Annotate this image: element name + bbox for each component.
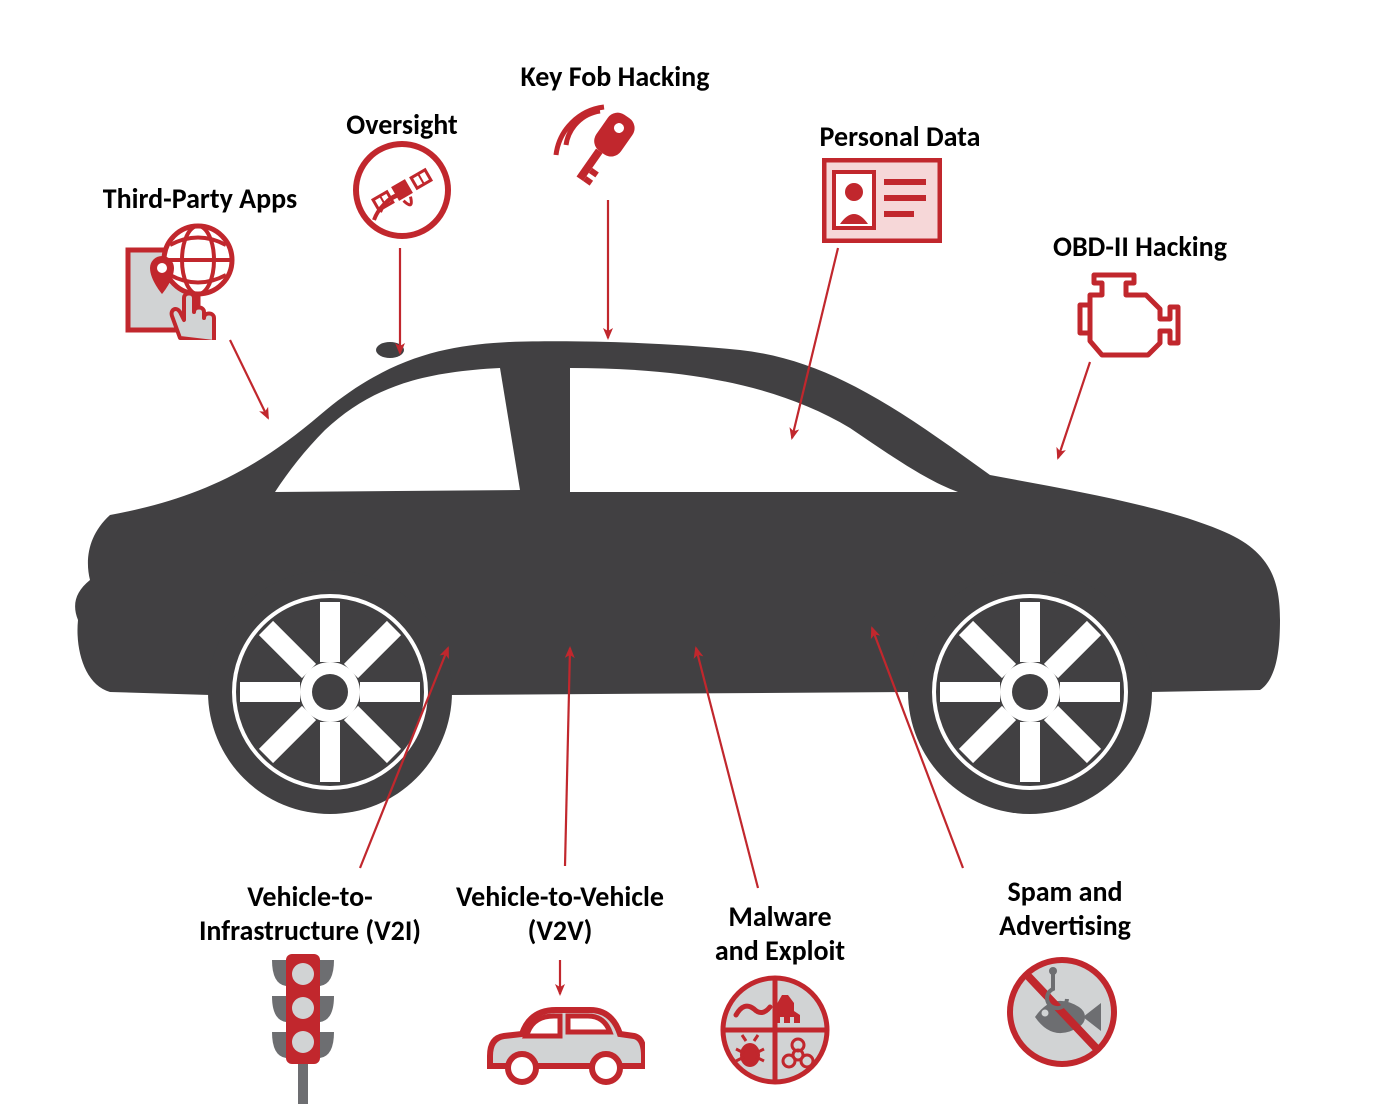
- small-car-icon: [480, 996, 645, 1086]
- label-v2v: Vehicle-to-Vehicle (V2V): [430, 880, 690, 947]
- label-personal-data: Personal Data: [790, 120, 1010, 154]
- satellite-icon: [352, 140, 452, 240]
- diagram-canvas: Third-Party Apps Oversight Key Fob Hacki…: [0, 0, 1383, 1118]
- label-v2i: Vehicle-to- Infrastructure (V2I): [175, 880, 445, 947]
- arrow-personal-data: [792, 248, 838, 438]
- threat-quad-icon: [720, 975, 830, 1085]
- arrow-third-party-apps: [230, 340, 268, 418]
- label-spam: Spam and Advertising: [960, 875, 1170, 942]
- id-card-icon: [822, 158, 942, 243]
- label-obd2: OBD-II Hacking: [1020, 230, 1260, 264]
- arrow-v2v: [565, 648, 570, 866]
- arrow-obd2: [1058, 362, 1090, 458]
- label-third-party-apps: Third-Party Apps: [80, 182, 320, 216]
- no-fish-icon: [1005, 955, 1120, 1070]
- arrow-v2i: [360, 648, 448, 868]
- arrow-malware: [696, 648, 758, 888]
- key-fob-icon: [548, 95, 658, 195]
- apps-globe-icon: [120, 220, 255, 340]
- label-malware: Malware and Exploit: [680, 900, 880, 967]
- arrow-spam: [872, 628, 963, 868]
- label-key-fob: Key Fob Hacking: [490, 60, 740, 94]
- engine-icon: [1070, 265, 1190, 360]
- traffic-light-icon: [258, 950, 348, 1110]
- label-oversight: Oversight: [322, 108, 482, 142]
